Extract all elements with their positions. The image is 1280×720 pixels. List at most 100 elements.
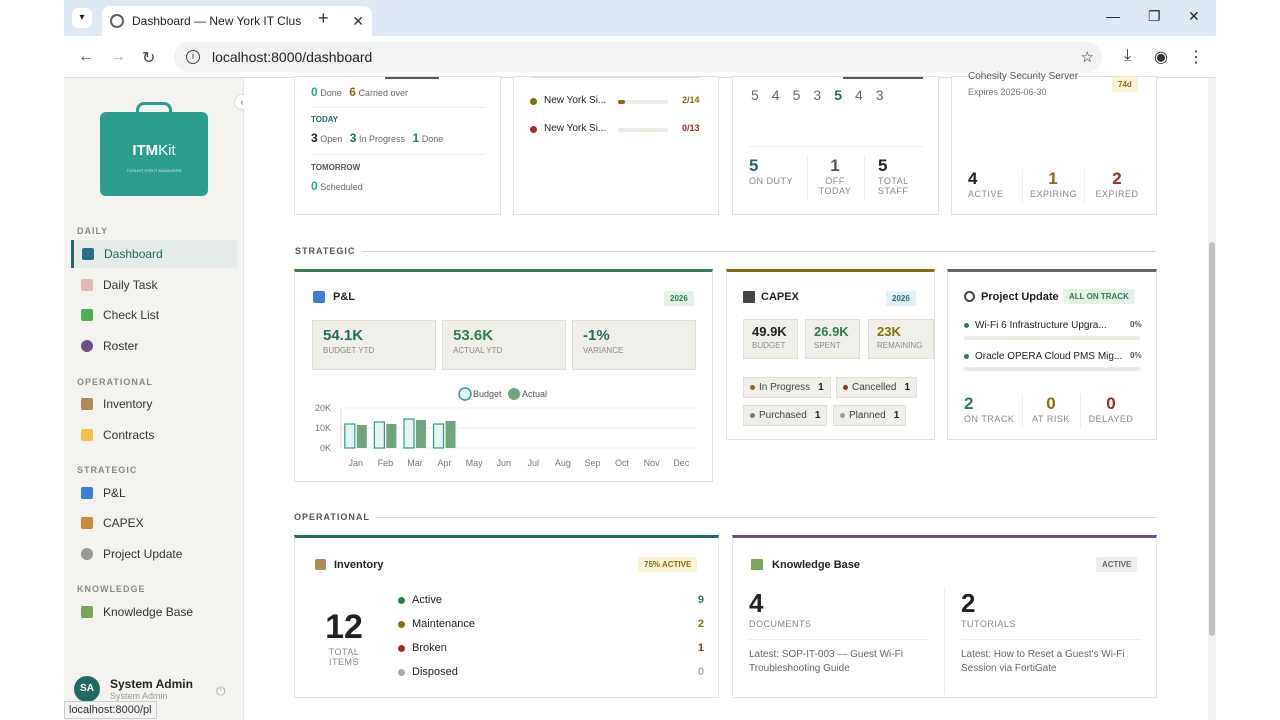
today-done-count: 1: [412, 131, 420, 145]
capex-status-pill[interactable]: Purchased 1: [743, 405, 828, 426]
section-operational: OPERATIONAL: [77, 377, 153, 387]
actual-bar: [386, 424, 397, 448]
page-scrollbar[interactable]: [1208, 78, 1216, 720]
section-knowledge: KNOWLEDGE: [77, 584, 146, 594]
sidebar-item-check-list[interactable]: Check List: [71, 301, 237, 329]
main-content: 0 Done 6 Carried over TODAY 3 Open 3 In …: [244, 71, 1208, 720]
bar-chart-icon: [313, 291, 325, 303]
capex-spent-kpi: 26.9K SPENT: [805, 319, 860, 359]
roster-day-count: 3: [875, 87, 884, 103]
at-risk-label: AT RISK: [1032, 414, 1070, 424]
checklist-value: 2/14: [682, 95, 700, 105]
scrollbar-thumb[interactable]: [1209, 242, 1215, 636]
user-profile[interactable]: SA System Admin System Admin: [74, 676, 193, 702]
capex-card[interactable]: CAPEX 2026 49.9K BUDGET 26.9K SPENT 23K REM…: [726, 269, 935, 440]
browser-tab[interactable]: Dashboard — New York IT Clus ✕: [102, 6, 372, 36]
total-staff-count: 5: [878, 156, 888, 175]
restore-icon[interactable]: ❐: [1148, 8, 1161, 24]
pl-variance-value: -1%: [583, 327, 610, 344]
logo-kit: Kit: [158, 142, 176, 159]
capex-status-pill[interactable]: Cancelled 1: [836, 377, 918, 398]
address-bar[interactable]: i localhost:8000/dashboard ☆: [174, 42, 1102, 72]
tutorials-latest[interactable]: Latest: How to Reset a Guest's Wi-Fi Ses…: [961, 649, 1125, 674]
checklist-row[interactable]: New York Si... 0/13: [530, 123, 706, 137]
pl-variance-kpi: -1% VARIANCE: [572, 320, 696, 370]
delayed-count: 0: [1106, 394, 1116, 413]
capex-remaining-label: REMAINING: [877, 341, 923, 350]
project-card[interactable]: Project Update ALL ON TRACK Wi-Fi 6 Infr…: [947, 269, 1157, 440]
sidebar-item-roster[interactable]: Roster: [71, 332, 237, 360]
checklist-name: New York Si...: [544, 95, 607, 106]
bookmark-star-icon[interactable]: ☆: [1080, 49, 1094, 66]
capex-status-count: 1: [904, 382, 911, 393]
capex-status-pill[interactable]: In Progress 1: [743, 377, 831, 398]
project-progress-bar: [964, 367, 1140, 371]
docs-latest[interactable]: Latest: SOP-IT-003 — Guest Wi-Fi Trouble…: [749, 649, 903, 674]
on-track-label: ON TRACK: [964, 414, 1015, 424]
x-tick-label: Dec: [673, 458, 690, 468]
project-title: Project Update: [981, 291, 1059, 303]
pl-budget-value: 54.1K: [323, 327, 364, 344]
inventory-card[interactable]: Inventory 75% ACTIVE 12 TOTAL ITEMS Acti…: [294, 535, 719, 698]
back-icon[interactable]: ←: [78, 48, 94, 65]
inventory-status-row[interactable]: Broken 1: [398, 641, 704, 657]
sidebar-item-inventory[interactable]: Inventory: [71, 390, 237, 418]
info-icon[interactable]: i: [186, 50, 200, 64]
sidebar-item-contracts[interactable]: Contracts: [71, 421, 237, 449]
project-item[interactable]: Oracle OPERA Cloud PMS Mig... 0%: [964, 351, 1142, 373]
close-window-icon[interactable]: ✕: [1188, 8, 1200, 24]
kb-status-badge: ACTIVE: [1096, 557, 1138, 572]
inventory-status-row[interactable]: Active 9: [398, 593, 704, 609]
sidebar-item-knowledge-base[interactable]: Knowledge Base: [71, 598, 237, 626]
x-tick-label: Nov: [644, 458, 661, 468]
gear-icon: [964, 291, 975, 302]
forward-icon[interactable]: →: [110, 48, 126, 65]
x-tick-label: Sep: [584, 458, 600, 468]
logout-icon[interactable]: ⏻: [216, 684, 226, 698]
knowledge-base-card[interactable]: Knowledge Base ACTIVE 4 DOCUMENTS Latest…: [732, 535, 1157, 698]
project-progress-bar: [964, 336, 1140, 340]
capex-status-pill[interactable]: Planned 1: [833, 405, 907, 426]
y-tick-label: 10K: [315, 423, 331, 433]
capex-spent-label: SPENT: [814, 341, 841, 350]
url-text: localhost:8000/dashboard: [212, 49, 373, 65]
checklist-row[interactable]: New York Si... 2/14: [530, 95, 706, 109]
tab-search-dropdown[interactable]: ▾: [72, 8, 92, 28]
budget-bar: [403, 418, 415, 449]
capex-budget-label: BUDGET: [752, 341, 786, 350]
inventory-status-row[interactable]: Maintenance 2: [398, 617, 704, 633]
capex-budget-kpi: 49.9K BUDGET: [743, 319, 798, 359]
contracts-expired-label: EXPIRED: [1095, 189, 1139, 199]
sidebar-item-capex[interactable]: CAPEX: [71, 509, 237, 537]
inventory-active-badge: 75% ACTIVE: [638, 557, 698, 572]
inventory-status-row[interactable]: Disposed 0: [398, 665, 704, 681]
new-tab-icon[interactable]: +: [318, 8, 329, 28]
sidebar-item-project-update[interactable]: Project Update: [71, 540, 237, 568]
pl-card[interactable]: P&L 2026 54.1K BUDGET YTD 53.6K ACTUAL YTD…: [294, 269, 713, 482]
reload-icon[interactable]: ↻: [142, 50, 156, 67]
sidebar-item-dashboard[interactable]: Dashboard: [71, 240, 237, 268]
inventory-status-label: Active: [412, 594, 442, 606]
inventory-status-value: 1: [697, 642, 704, 654]
sidebar-item-daily-task[interactable]: Daily Task: [71, 271, 237, 299]
project-percent: 0%: [1130, 351, 1142, 360]
x-tick-label: Aug: [555, 458, 571, 468]
capex-status-count: 1: [814, 410, 821, 421]
user-name: System Admin: [110, 677, 193, 691]
building-icon: [81, 517, 93, 529]
menu-icon[interactable]: ⋮: [1188, 49, 1204, 66]
roster-day-count: 5: [792, 87, 801, 103]
profile-icon[interactable]: ◉: [1154, 49, 1168, 66]
status-dot: [398, 621, 405, 628]
legend-budget-swatch: [458, 387, 472, 401]
project-item[interactable]: Wi-Fi 6 Infrastructure Upgra... 0%: [964, 320, 1142, 342]
minimize-icon[interactable]: —: [1106, 8, 1120, 24]
status-dot: [530, 98, 537, 105]
project-percent: 0%: [1130, 320, 1142, 329]
download-icon[interactable]: ⤓: [1124, 47, 1132, 64]
close-tab-icon[interactable]: ✕: [352, 12, 364, 29]
legend-actual-swatch: [508, 388, 520, 400]
contract-item[interactable]: Cohesity Security Server: [968, 71, 1079, 82]
sidebar-item-pl[interactable]: P&L: [71, 479, 237, 507]
checklist-progress-bar: [618, 128, 668, 132]
